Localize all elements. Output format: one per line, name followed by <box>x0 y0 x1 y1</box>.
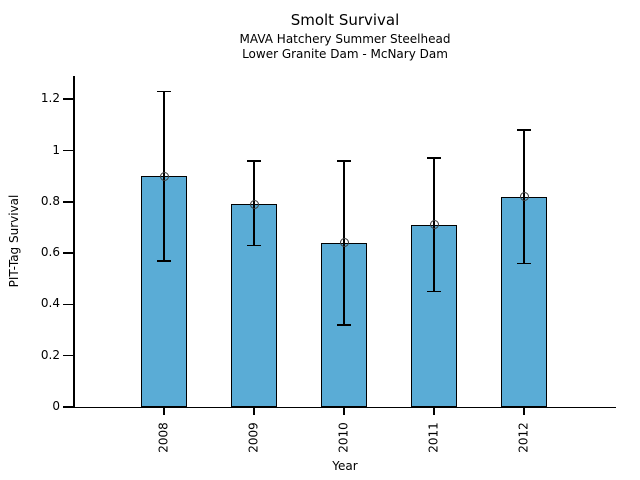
y-tick <box>63 303 74 306</box>
x-tick <box>343 407 345 415</box>
error-bar-cap-bottom <box>157 260 171 262</box>
y-tick-label: 0 <box>52 399 60 413</box>
y-tick <box>63 98 74 100</box>
x-tick-label: 2011 <box>426 422 441 453</box>
error-bar-cap-bottom <box>247 244 261 247</box>
x-tick-label: 2012 <box>516 422 531 453</box>
y-axis-spine <box>73 76 75 407</box>
x-tick-label: 2009 <box>246 422 261 453</box>
x-tick <box>523 407 525 415</box>
mean-marker-open-circle <box>249 199 259 209</box>
y-tick-label: 0.8 <box>40 193 60 208</box>
y-tick-label: 1.2 <box>40 91 60 106</box>
y-tick <box>63 149 74 152</box>
mean-marker-open-circle <box>429 220 439 230</box>
x-axis-line <box>73 406 616 408</box>
error-bar-cap-bottom <box>337 324 351 326</box>
y-tick-label: 0.6 <box>40 245 60 260</box>
x-tick <box>433 407 435 415</box>
y-tick <box>63 406 74 408</box>
error-bar-cap-top <box>427 157 441 159</box>
mean-marker-open-circle <box>339 238 349 248</box>
chart-subtitle-line1: MAVA Hatchery Summer Steelhead <box>239 32 451 46</box>
y-tick-label: 1 <box>52 142 60 157</box>
mean-marker-open-circle <box>519 192 529 202</box>
x-tick <box>253 407 255 415</box>
y-tick <box>63 201 74 203</box>
chart-subtitle-line2: Lower Granite Dam - McNary Dam <box>242 47 448 61</box>
y-tick-label: 0.4 <box>40 296 60 311</box>
error-bar-cap-top <box>337 160 351 162</box>
error-bar-cap-top <box>517 129 531 131</box>
error-bar-cap-bottom <box>427 290 441 293</box>
chart-title: Smolt Survival <box>290 11 400 29</box>
y-tick <box>63 252 74 254</box>
mean-marker-open-circle <box>159 171 169 181</box>
error-bar-cap-top <box>157 90 171 93</box>
x-axis-label: Year <box>332 459 358 473</box>
error-bar-cap-top <box>247 160 261 162</box>
x-tick <box>163 407 165 415</box>
y-tick-label: 0.2 <box>40 347 60 362</box>
y-tick <box>63 354 74 357</box>
error-bar-cap-bottom <box>517 262 531 265</box>
x-tick-label: 2008 <box>156 422 171 453</box>
x-tick-label: 2010 <box>336 422 351 453</box>
